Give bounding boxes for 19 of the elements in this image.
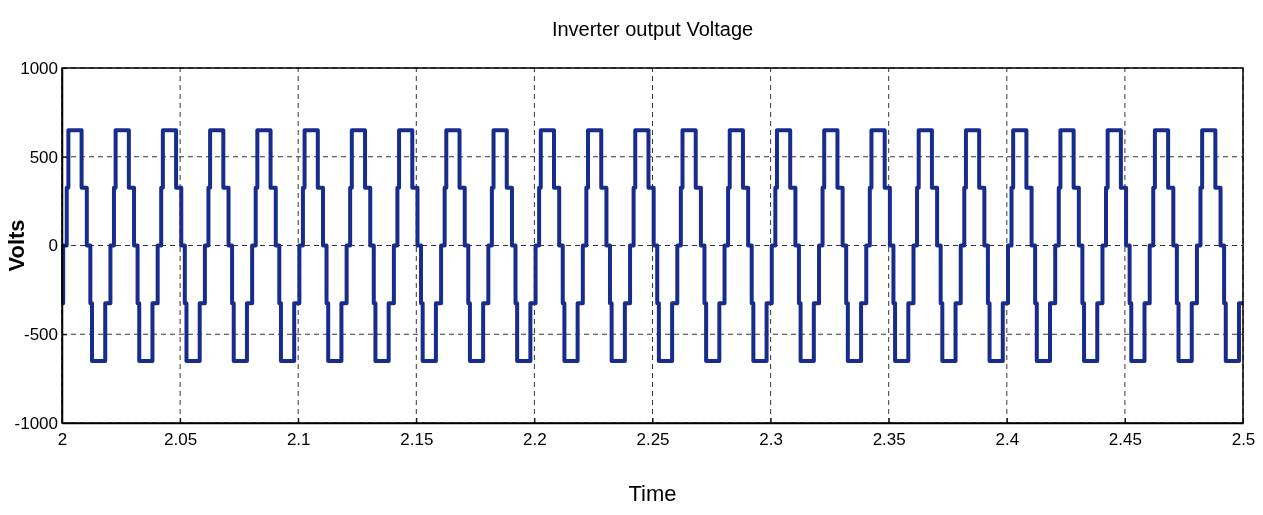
x-tick-label: 2.1 — [286, 430, 311, 450]
y-tick-label: 500 — [29, 147, 58, 167]
x-tick-label: 2.35 — [872, 430, 906, 450]
y-axis-title: Volts — [4, 219, 29, 272]
y-tick-label: -500 — [23, 325, 58, 345]
y-tick-label: -1000 — [14, 413, 58, 433]
x-tick-label: 2.25 — [636, 430, 670, 450]
x-axis-title: Time — [628, 481, 677, 506]
y-tick-label: 1000 — [20, 58, 58, 78]
x-tick-label: 2.45 — [1108, 430, 1142, 450]
chart-title: Inverter output Voltage — [551, 18, 754, 40]
x-tick-label: 2.15 — [400, 430, 434, 450]
x-tick-label: 2.2 — [523, 430, 547, 450]
x-tick-label: 2.3 — [759, 430, 783, 450]
x-tick-label: 2.4 — [995, 430, 1020, 450]
x-tick-label: 2.05 — [164, 430, 198, 450]
x-tick-label: 2.5 — [1231, 430, 1256, 450]
x-tick-label: 2 — [57, 430, 68, 450]
y-tick-label: 0 — [48, 236, 58, 256]
